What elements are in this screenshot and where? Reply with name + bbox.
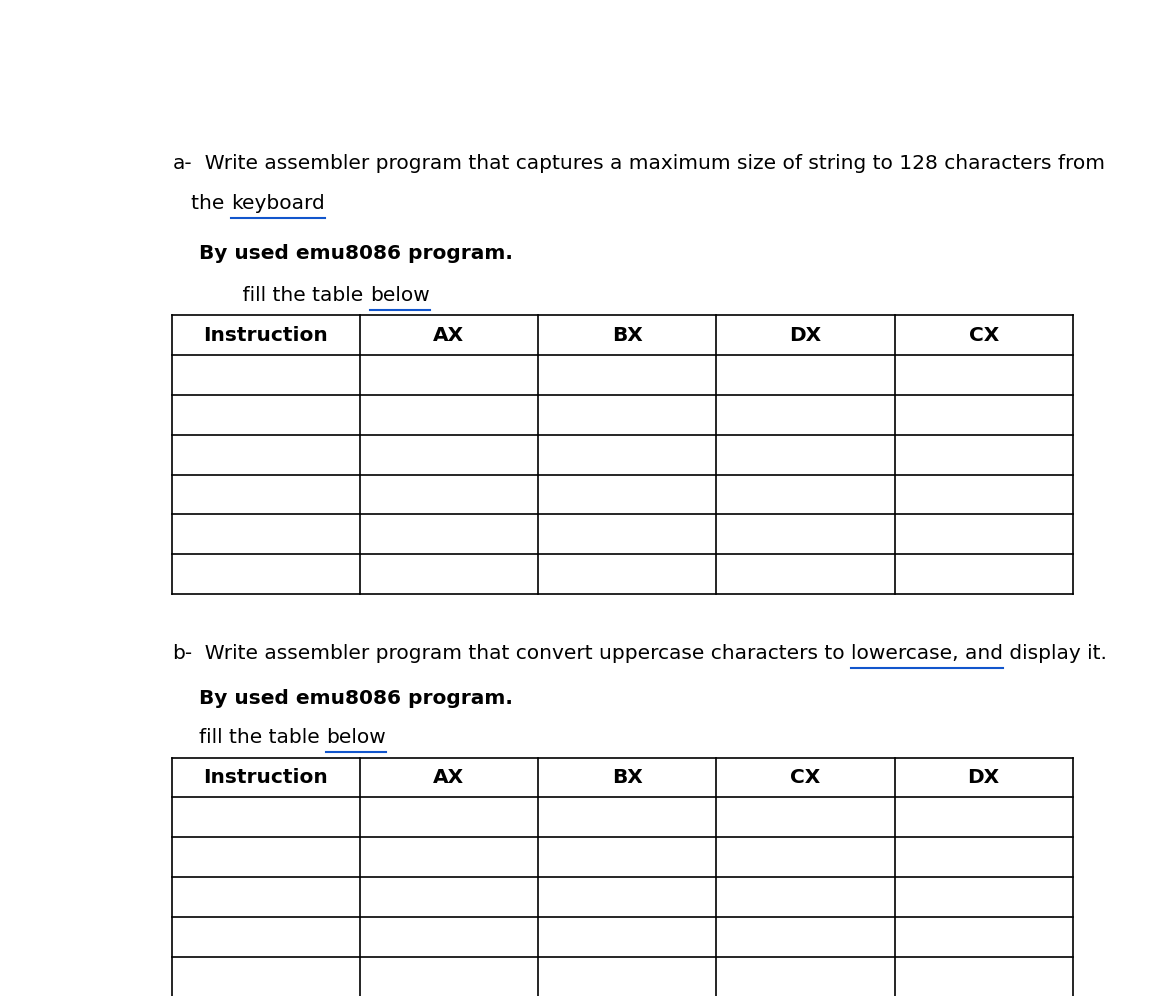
Text: By used emu8086 program.: By used emu8086 program. [200, 244, 514, 263]
Text: lowercase, and: lowercase, and [852, 644, 1004, 663]
Text: CX: CX [969, 326, 999, 345]
Text: below: below [370, 286, 430, 305]
Text: fill the table: fill the table [217, 286, 370, 305]
Text: BX: BX [611, 768, 643, 787]
Text: below: below [327, 728, 386, 747]
Text: AX: AX [433, 326, 465, 345]
Text: keyboard: keyboard [231, 194, 324, 213]
Text: DX: DX [968, 768, 999, 787]
Text: Write assembler program that convert uppercase characters to: Write assembler program that convert upp… [193, 644, 852, 663]
Text: Write assembler program that captures a maximum size of string to 128 characters: Write assembler program that captures a … [192, 154, 1105, 173]
Text: Instruction: Instruction [203, 326, 329, 345]
Text: AX: AX [433, 768, 465, 787]
Text: CX: CX [790, 768, 820, 787]
Text: fill the table: fill the table [200, 728, 327, 747]
Text: the: the [172, 194, 231, 213]
Text: display it.: display it. [1004, 644, 1107, 663]
Text: BX: BX [611, 326, 643, 345]
Text: a-: a- [172, 154, 192, 173]
Text: DX: DX [789, 326, 822, 345]
Text: b-: b- [172, 644, 193, 663]
Text: Instruction: Instruction [203, 768, 329, 787]
Text: By used emu8086 program.: By used emu8086 program. [200, 688, 514, 707]
